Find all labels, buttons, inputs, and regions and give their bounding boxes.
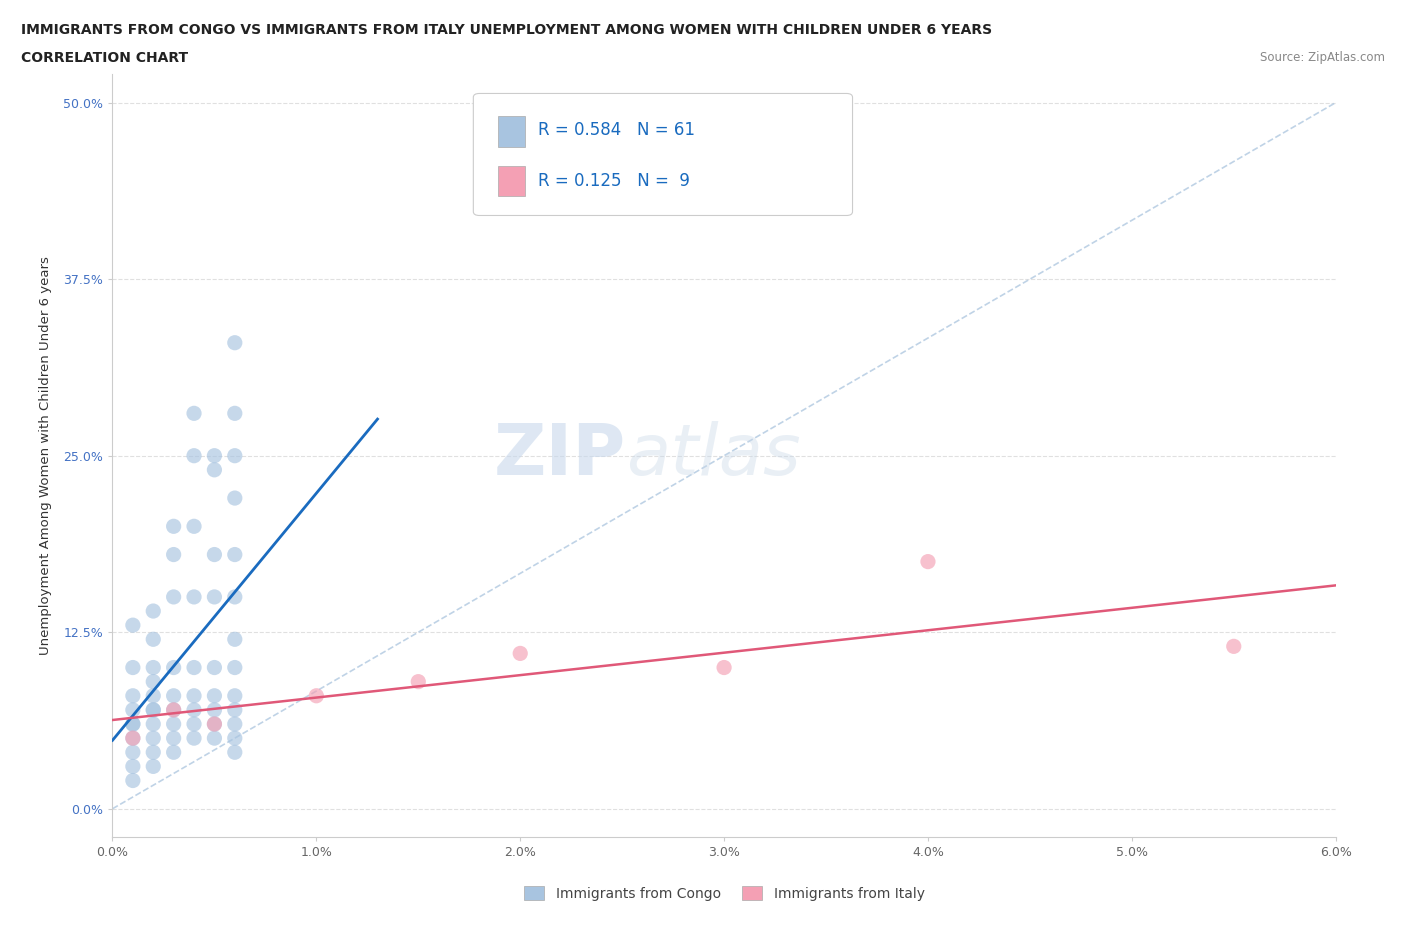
Point (163, 702, 186, 717)
Text: CORRELATION CHART: CORRELATION CHART (21, 51, 188, 65)
Point (142, 660, 165, 675)
Point (142, 745, 165, 760)
Point (408, 674, 430, 689)
Point (122, 688, 145, 703)
Point (142, 731, 165, 746)
Point (122, 618, 145, 632)
Point (509, 646, 531, 661)
Point (183, 405, 205, 420)
Point (224, 702, 246, 717)
Point (163, 660, 186, 675)
Point (122, 660, 145, 675)
Point (204, 717, 226, 732)
Point (122, 745, 145, 760)
Point (183, 448, 205, 463)
Point (204, 731, 226, 746)
Point (142, 702, 165, 717)
Point (224, 336, 246, 351)
Point (224, 688, 246, 703)
Point (183, 702, 205, 717)
Text: Source: ZipAtlas.com: Source: ZipAtlas.com (1260, 51, 1385, 64)
Point (917, 554, 939, 569)
Point (163, 731, 186, 746)
Point (183, 717, 205, 732)
Point (204, 462, 226, 477)
Point (142, 688, 165, 703)
Point (163, 547, 186, 562)
Point (224, 405, 246, 420)
Point (183, 590, 205, 604)
Point (224, 590, 246, 604)
Point (122, 702, 145, 717)
Text: atlas: atlas (626, 421, 801, 490)
Point (122, 731, 145, 746)
Bar (498, 166, 524, 196)
Point (142, 674, 165, 689)
Point (713, 660, 735, 675)
Point (224, 660, 246, 675)
Point (142, 702, 165, 717)
Point (204, 660, 226, 675)
Point (224, 745, 246, 760)
Point (163, 702, 186, 717)
Point (163, 717, 186, 732)
Point (224, 731, 246, 746)
Point (305, 688, 328, 703)
Point (142, 631, 165, 646)
Point (224, 491, 246, 506)
Point (122, 717, 145, 732)
Point (183, 519, 205, 534)
Point (163, 519, 186, 534)
Point (224, 717, 246, 732)
FancyBboxPatch shape (474, 94, 852, 216)
Point (163, 590, 186, 604)
Text: R = 0.584   N = 61: R = 0.584 N = 61 (538, 121, 695, 140)
Point (204, 702, 226, 717)
Point (204, 590, 226, 604)
Legend: Immigrants from Congo, Immigrants from Italy: Immigrants from Congo, Immigrants from I… (517, 881, 931, 907)
Point (224, 631, 246, 646)
Point (224, 547, 246, 562)
Text: IMMIGRANTS FROM CONGO VS IMMIGRANTS FROM ITALY UNEMPLOYMENT AMONG WOMEN WITH CHI: IMMIGRANTS FROM CONGO VS IMMIGRANTS FROM… (21, 23, 993, 37)
Point (142, 604, 165, 618)
Point (204, 547, 226, 562)
Point (122, 759, 145, 774)
Text: R = 0.125   N =  9: R = 0.125 N = 9 (538, 172, 690, 190)
Point (224, 448, 246, 463)
Point (204, 688, 226, 703)
Point (204, 717, 226, 732)
Point (122, 717, 145, 732)
Point (183, 731, 205, 746)
Point (142, 717, 165, 732)
Bar (498, 116, 524, 147)
Point (142, 759, 165, 774)
Point (122, 731, 145, 746)
Point (122, 773, 145, 788)
Point (183, 660, 205, 675)
Text: ZIP: ZIP (494, 421, 626, 490)
Y-axis label: Unemployment Among Women with Children Under 6 years: Unemployment Among Women with Children U… (39, 257, 52, 655)
Point (204, 448, 226, 463)
Point (183, 688, 205, 703)
Point (1223, 639, 1246, 654)
Point (163, 745, 186, 760)
Point (163, 688, 186, 703)
